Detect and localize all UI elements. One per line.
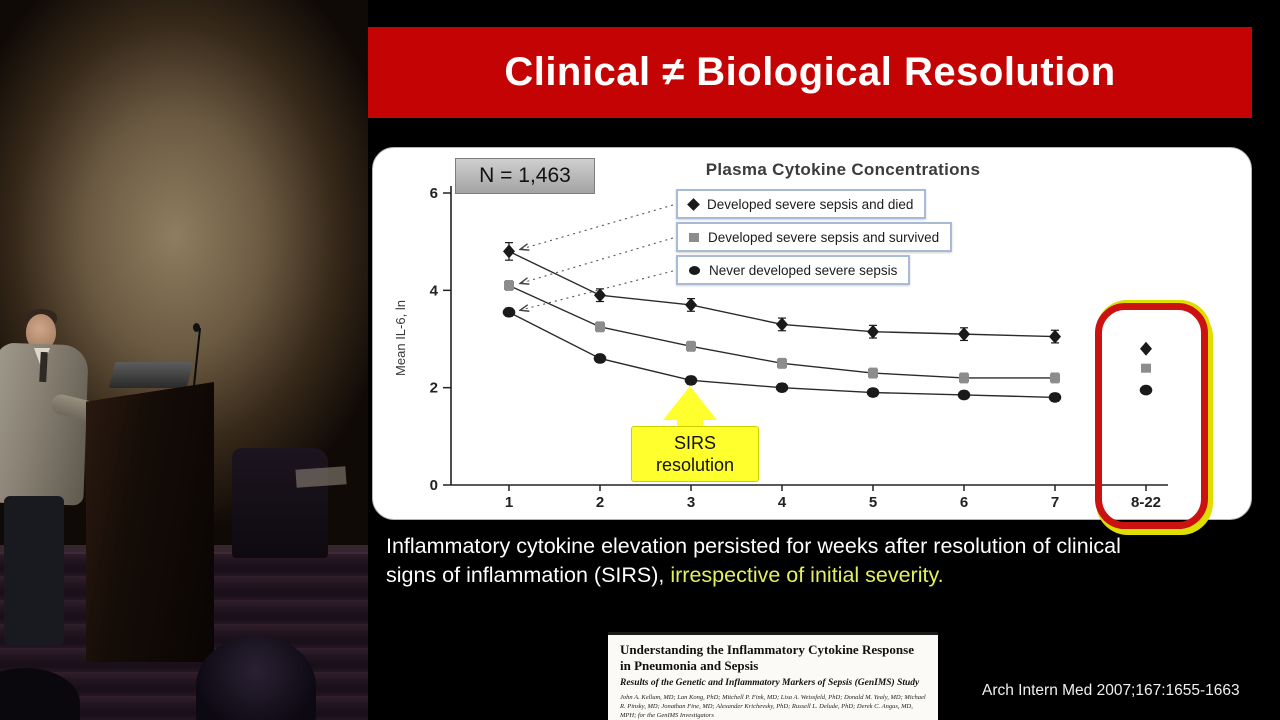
- legend-label: Developed severe sepsis and survived: [708, 229, 940, 245]
- speaker-photo: [0, 0, 368, 720]
- legend-label: Never developed severe sepsis: [709, 262, 898, 278]
- svg-text:3: 3: [687, 494, 695, 511]
- paper-authors: John A. Kellum, MD; Lan Kong, PhD; Mitch…: [620, 694, 926, 720]
- podium-laptop: [108, 362, 194, 388]
- sample-size-badge: N = 1,463: [455, 158, 595, 194]
- sirs-annotation-line2: resolution: [655, 455, 735, 475]
- caption: Inflammatory cytokine elevation persiste…: [386, 532, 1246, 590]
- legend-item-died: Developed severe sepsis and died: [676, 189, 927, 219]
- svg-text:4: 4: [778, 494, 787, 511]
- svg-text:1: 1: [505, 494, 513, 511]
- podium-mic-head: [193, 323, 200, 332]
- diamond-marker-icon: [687, 197, 700, 211]
- square-marker-icon: [689, 232, 699, 242]
- legend-item-never: Never developed severe sepsis: [676, 255, 911, 285]
- circle-marker-icon: [689, 265, 700, 275]
- paper-snippet: Understanding the Inflammatory Cytokine …: [608, 632, 938, 720]
- svg-text:0: 0: [430, 477, 438, 494]
- svg-text:2: 2: [596, 494, 604, 511]
- svg-text:2: 2: [430, 380, 438, 397]
- followup-highlight-box: [1095, 303, 1208, 529]
- svg-text:8-22: 8-22: [1131, 494, 1161, 511]
- slide-title-banner: Clinical ≠ Biological Resolution: [368, 27, 1252, 118]
- slide-title: Clinical ≠ Biological Resolution: [504, 50, 1116, 94]
- caption-highlight: irrespective of initial severity.: [670, 563, 944, 588]
- caption-line1: Inflammatory cytokine elevation persiste…: [386, 534, 1121, 558]
- sirs-annotation-line1: SIRS: [673, 432, 716, 453]
- svg-text:6: 6: [960, 494, 968, 511]
- audience-head: [196, 636, 316, 720]
- podium: [86, 382, 214, 662]
- background-chair: [232, 448, 328, 558]
- speaker-pants: [4, 496, 64, 645]
- legend-item-survived: Developed severe sepsis and survived: [676, 222, 953, 252]
- legend-label: Developed severe sepsis and died: [707, 196, 914, 212]
- paper-title: Understanding the Inflammatory Cytokine …: [620, 642, 914, 673]
- svg-text:7: 7: [1051, 494, 1059, 511]
- caption-line2: signs of inflammation (SIRS),: [386, 563, 671, 588]
- paper-subtitle: Results of the Genetic and Inflammatory …: [620, 678, 920, 689]
- svg-text:4: 4: [430, 282, 439, 299]
- sirs-annotation: SIRS resolution: [631, 426, 759, 482]
- side-table: [295, 466, 347, 488]
- svg-text:5: 5: [869, 494, 877, 511]
- journal-reference: Arch Intern Med 2007;167:1655-1663: [982, 682, 1240, 699]
- cytokine-chart: 0 2 4 6 1 2 3 4 5 6 7 8-22 Mean IL-6, ln: [393, 185, 1168, 511]
- sirs-arrow-icon: [663, 386, 717, 420]
- svg-text:6: 6: [430, 185, 438, 202]
- svg-text:Mean IL-6, ln: Mean IL-6, ln: [393, 300, 408, 376]
- chart-title: Plasma Cytokine Concentrations: [705, 160, 981, 179]
- chart-panel: 0 2 4 6 1 2 3 4 5 6 7 8-22 Mean IL-6, ln N = 1,463 P…: [372, 147, 1252, 529]
